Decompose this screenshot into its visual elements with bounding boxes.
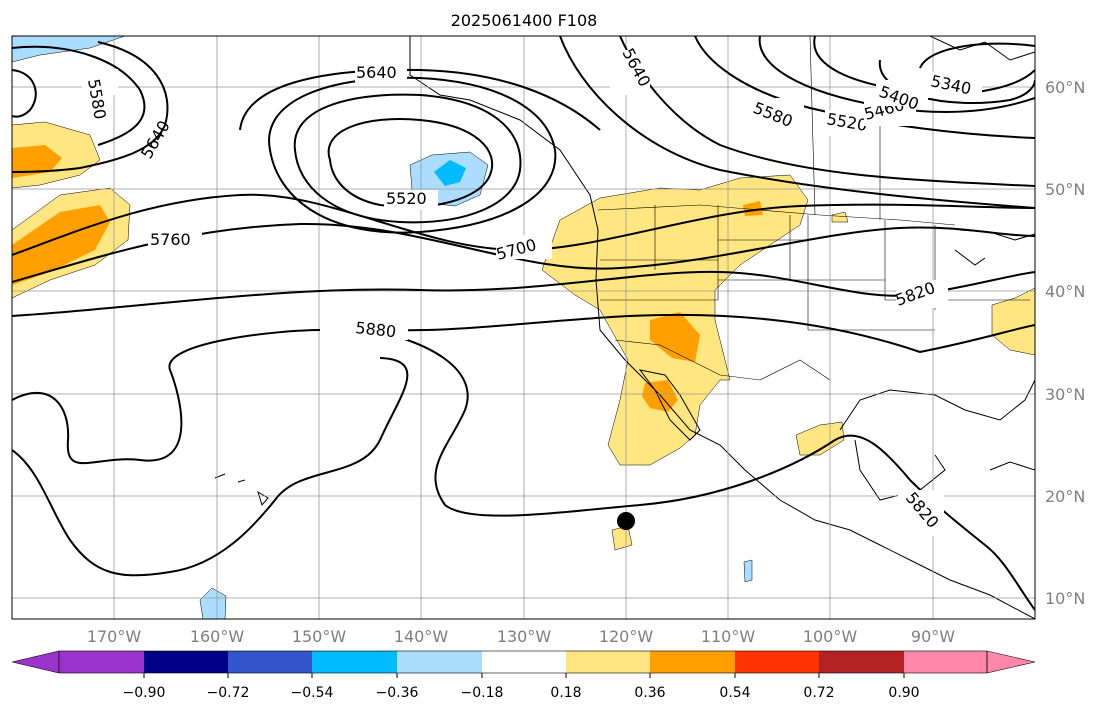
contour-label-5640-ak: 5640 bbox=[356, 63, 397, 82]
lon-label-150w: 150°W bbox=[292, 627, 347, 646]
map-panel: 5580 5640 5640 5640 5520 5760 5700 5880 … bbox=[11, 35, 1085, 646]
cbar-label-2: −0.72 bbox=[207, 685, 250, 701]
label-bg-5880 bbox=[354, 318, 408, 340]
colorbar-bin-11 bbox=[904, 651, 987, 673]
cbar-label-4: −0.36 bbox=[376, 685, 419, 701]
lon-label-170w: 170°W bbox=[87, 627, 142, 646]
cbar-label-9: 0.72 bbox=[803, 685, 834, 701]
lon-label-130w: 130°W bbox=[497, 627, 552, 646]
colorbar-bin-8 bbox=[650, 651, 735, 673]
lon-label-140w: 140°W bbox=[394, 627, 449, 646]
contour-east-2 bbox=[559, 36, 1035, 209]
label-bg-5520 bbox=[384, 190, 438, 210]
contour-low-inner-1 bbox=[327, 118, 494, 208]
colorbar: −0.90 −0.72 −0.54 −0.36 −0.18 0.18 0.36 … bbox=[11, 650, 1036, 701]
contour-5640-west bbox=[12, 41, 169, 173]
cbar-label-7: 0.36 bbox=[634, 685, 665, 701]
colorbar-extend-low bbox=[11, 650, 60, 674]
contour-5640-ak bbox=[239, 68, 601, 131]
lat-label-40n: 40°N bbox=[1045, 282, 1085, 301]
lat-label-10n: 10°N bbox=[1045, 589, 1085, 608]
anomaly-shading bbox=[12, 36, 1035, 619]
contour-label-5760: 5760 bbox=[150, 230, 191, 249]
label-bg-5340 bbox=[928, 72, 982, 98]
latitude-labels: 60°N 50°N 40°N 30°N 20°N 10°N bbox=[1045, 78, 1085, 608]
coast-gulf-mexico bbox=[839, 379, 1035, 431]
label-bg-5580-ne bbox=[750, 98, 804, 132]
lon-label-160w: 160°W bbox=[190, 627, 245, 646]
lat-label-60n: 60°N bbox=[1045, 78, 1085, 97]
colorbar-bin-4 bbox=[312, 651, 397, 673]
coast-baja bbox=[638, 369, 701, 441]
colorbar-ticks bbox=[143, 673, 905, 678]
coast-caribbean bbox=[989, 461, 1035, 471]
contour-low-outer-1 bbox=[268, 76, 557, 234]
label-bg-5640-ak bbox=[355, 62, 407, 82]
colorbar-bin-2 bbox=[144, 651, 228, 673]
border-us-canada bbox=[597, 204, 956, 226]
colorbar-bin-6 bbox=[482, 651, 566, 673]
cbar-label-1: −0.90 bbox=[123, 685, 166, 701]
shade-negative-storm-south bbox=[743, 559, 753, 583]
contour-high-ne-5 bbox=[919, 42, 1035, 69]
shade-negative-south bbox=[199, 587, 227, 619]
map-title: 2025061400 F108 bbox=[451, 11, 598, 30]
label-bg-5400 bbox=[876, 80, 928, 106]
border-states-horizontal bbox=[600, 239, 1030, 331]
label-bg-5820 bbox=[896, 280, 948, 308]
lon-label-100w: 100°W bbox=[803, 627, 858, 646]
contour-labels: 5580 5640 5640 5640 5520 5760 5700 5880 … bbox=[82, 45, 982, 536]
shade-negative-core bbox=[434, 160, 466, 186]
contour-5880-south bbox=[12, 327, 1035, 611]
coast-west-north-america bbox=[595, 229, 1035, 619]
contour-5880 bbox=[359, 313, 1035, 354]
contour-5880-southwest bbox=[12, 357, 409, 577]
label-bg-5760 bbox=[148, 230, 202, 250]
shade-strong-west-2 bbox=[12, 205, 110, 285]
shade-positive-dakota bbox=[831, 211, 849, 223]
border-states-vertical bbox=[654, 205, 936, 330]
lon-label-90w: 90°W bbox=[911, 627, 955, 646]
colorbar-frame bbox=[58, 650, 988, 674]
label-bg-5820-south bbox=[898, 490, 944, 536]
shade-strong-idaho bbox=[743, 201, 763, 216]
colorbar-bin-9 bbox=[735, 651, 819, 673]
contour-low-nw-small bbox=[12, 69, 37, 118]
coast-hudson bbox=[929, 36, 1035, 61]
lat-label-50n: 50°N bbox=[1045, 180, 1085, 199]
shade-strong-arizona bbox=[650, 312, 700, 362]
shade-strong-west-1 bbox=[12, 145, 62, 178]
longitude-labels: 170°W 160°W 150°W 140°W 130°W 120°W 110°… bbox=[87, 627, 955, 646]
shade-strong-baja bbox=[642, 380, 678, 412]
storm-center-marker bbox=[617, 512, 635, 530]
contour-label-5880: 5880 bbox=[355, 318, 397, 341]
colorbar-bin-1 bbox=[59, 651, 144, 673]
cbar-label-3: −0.54 bbox=[291, 685, 334, 701]
border-us-mexico bbox=[614, 339, 831, 381]
lat-label-30n: 30°N bbox=[1045, 385, 1085, 404]
colorbar-extend-high bbox=[986, 650, 1036, 674]
cbar-label-10: 0.90 bbox=[888, 685, 919, 701]
colorbar-bin-10 bbox=[819, 651, 904, 673]
lon-label-120w: 120°W bbox=[599, 627, 654, 646]
contour-high-ne-1 bbox=[694, 36, 1035, 139]
label-bg-5640-ne bbox=[610, 50, 650, 95]
label-bg-5700 bbox=[496, 235, 552, 259]
contour-label-5520-low: 5520 bbox=[386, 189, 427, 208]
state-borders bbox=[597, 36, 1030, 381]
cbar-label-6: 0.18 bbox=[550, 685, 581, 701]
lon-label-110w: 110°W bbox=[701, 627, 756, 646]
contour-5580-west bbox=[12, 45, 146, 146]
colorbar-bin-5 bbox=[397, 651, 482, 673]
shade-positive-mexico bbox=[795, 421, 845, 456]
cbar-label-5: −0.18 bbox=[461, 685, 504, 701]
cbar-label-8: 0.54 bbox=[719, 685, 750, 701]
colorbar-bin-7 bbox=[566, 651, 650, 673]
map-frame bbox=[11, 35, 1036, 620]
label-bg-5580 bbox=[82, 69, 118, 95]
colorbar-bin-3 bbox=[228, 651, 312, 673]
lat-label-20n: 20°N bbox=[1045, 487, 1085, 506]
